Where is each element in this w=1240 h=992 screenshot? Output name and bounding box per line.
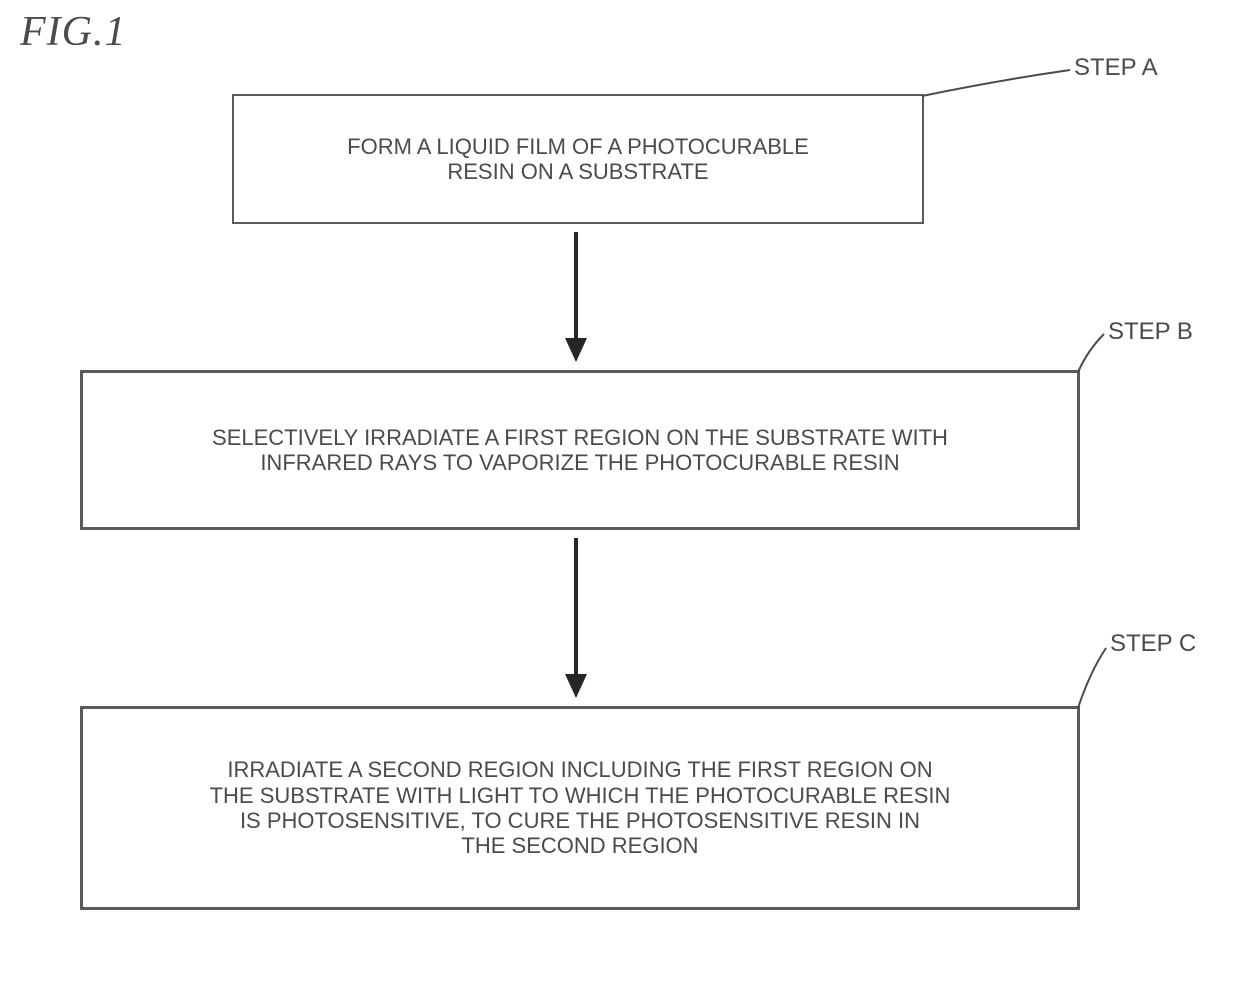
arrow-head-icon bbox=[565, 674, 587, 698]
arrow-b-to-c bbox=[0, 0, 1240, 992]
